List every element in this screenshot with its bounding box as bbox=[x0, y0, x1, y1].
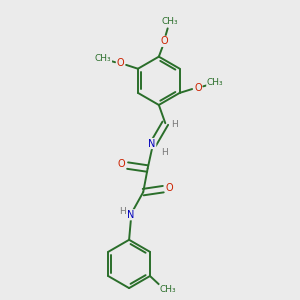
Text: O: O bbox=[166, 183, 173, 193]
Text: H: H bbox=[119, 207, 126, 216]
Text: CH₃: CH₃ bbox=[159, 285, 176, 294]
Text: N: N bbox=[148, 139, 156, 148]
Text: CH₃: CH₃ bbox=[207, 78, 224, 87]
Text: O: O bbox=[117, 159, 125, 170]
Text: O: O bbox=[160, 36, 168, 46]
Text: N: N bbox=[127, 210, 134, 220]
Text: O: O bbox=[194, 82, 202, 93]
Text: H: H bbox=[161, 148, 167, 157]
Text: O: O bbox=[116, 58, 124, 68]
Text: CH₃: CH₃ bbox=[162, 17, 178, 26]
Text: H: H bbox=[171, 120, 178, 129]
Text: CH₃: CH₃ bbox=[95, 54, 112, 63]
